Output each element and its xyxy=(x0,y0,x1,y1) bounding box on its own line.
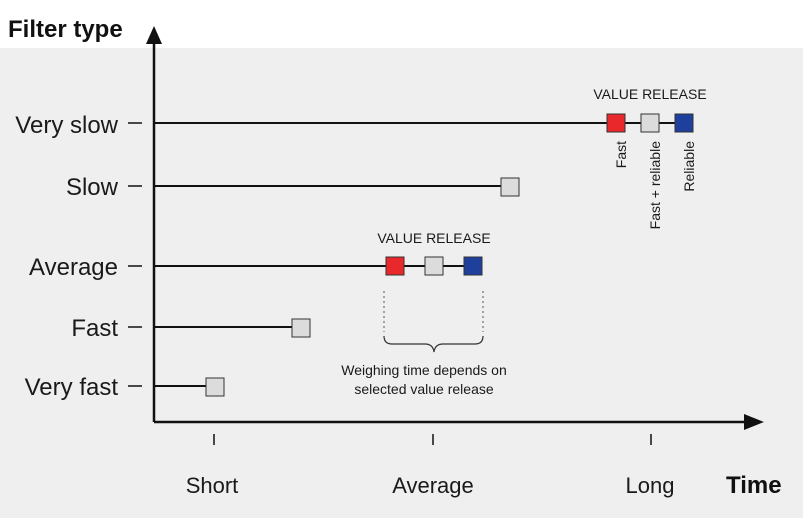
average-fast-marker xyxy=(385,256,405,276)
y-label-slow: Slow xyxy=(66,174,119,201)
x-axis-arrow xyxy=(744,414,764,430)
average-reliable-marker xyxy=(463,256,483,276)
x-axis-title: Time xyxy=(726,472,782,499)
y-axis-title: Filter type xyxy=(8,16,123,43)
average-fast-reliable-marker xyxy=(424,256,444,276)
option-label-reliable: Reliable xyxy=(681,141,697,192)
very-fast-marker xyxy=(205,377,225,397)
curly-brace xyxy=(383,335,484,353)
note-line-1: Weighing time depends on xyxy=(341,362,507,378)
note-line-2: selected value release xyxy=(354,381,494,397)
y-label-average: Average xyxy=(29,254,118,281)
option-label-fast: Fast xyxy=(613,141,629,168)
y-label-fast: Fast xyxy=(71,315,118,342)
diagram-background xyxy=(0,48,803,518)
fast-marker xyxy=(291,318,311,338)
average-value-release-label: VALUE RELEASE xyxy=(377,230,490,246)
option-label-fast-reliable: Fast + reliable xyxy=(647,141,663,230)
x-label-short: Short xyxy=(186,473,239,498)
y-axis-arrow xyxy=(146,26,162,44)
very-slow-value-release-label: VALUE RELEASE xyxy=(593,86,706,102)
x-label-average: Average xyxy=(392,473,474,498)
y-label-very-slow: Very slow xyxy=(15,112,118,139)
very-slow-fast-reliable-marker xyxy=(640,113,660,133)
very-slow-reliable-marker xyxy=(674,113,694,133)
very-slow-fast-marker xyxy=(606,113,626,133)
x-label-long: Long xyxy=(626,473,675,498)
y-label-very-fast: Very fast xyxy=(25,374,119,401)
slow-marker xyxy=(500,177,520,197)
